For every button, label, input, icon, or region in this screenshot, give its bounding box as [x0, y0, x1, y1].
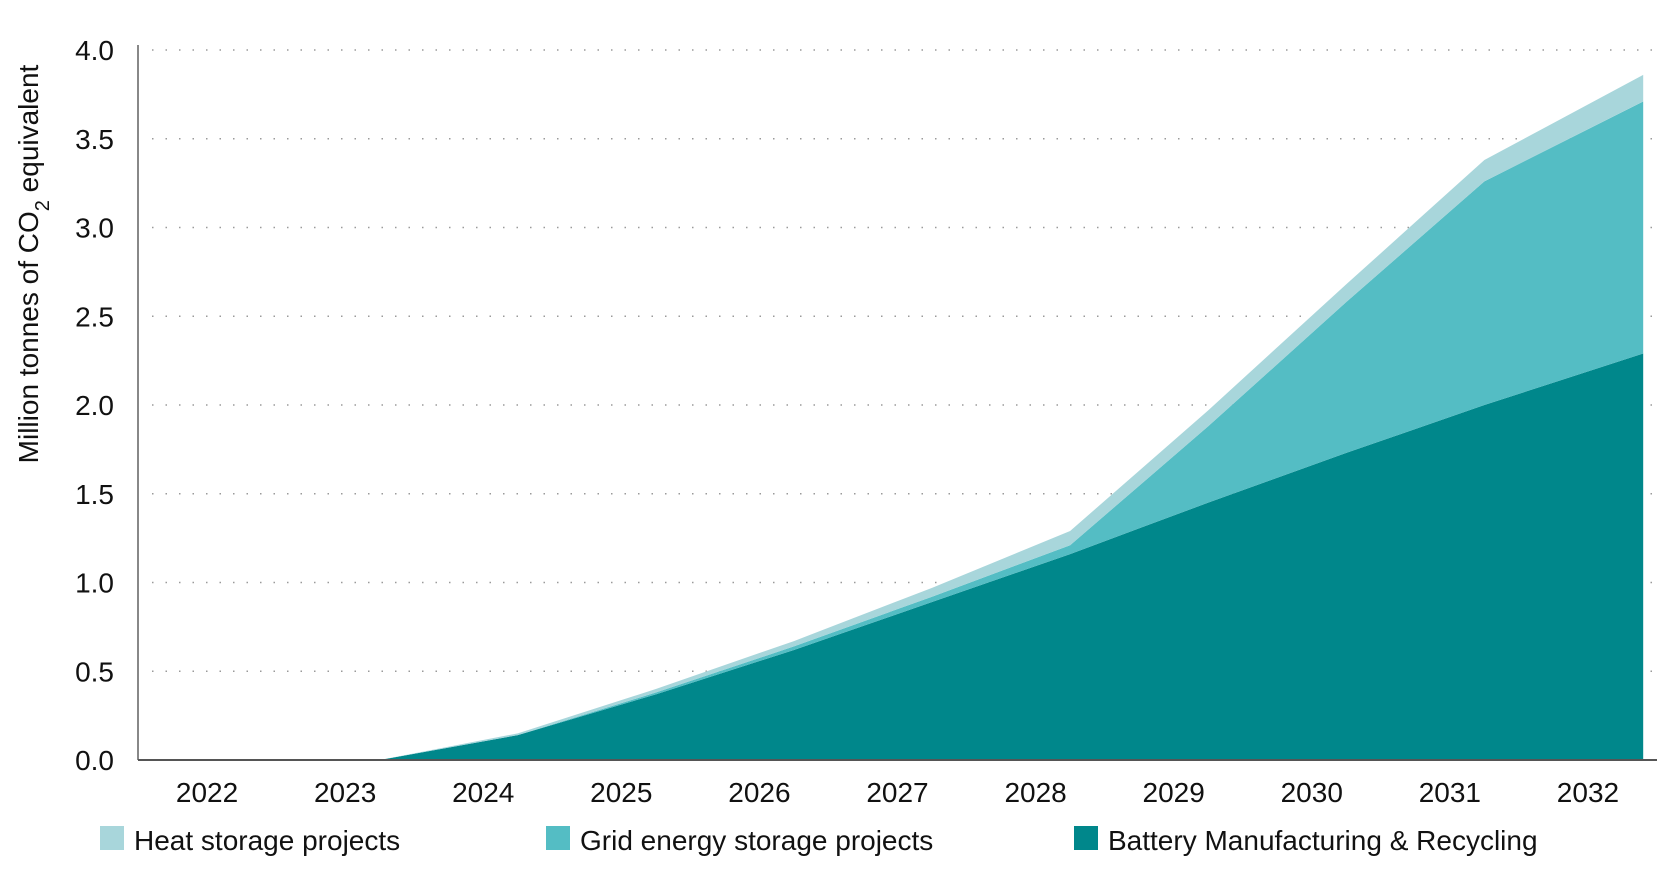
- y-tick-labels: 0.0 0.5 1.0 1.5 2.0 2.5 3.0 3.5 4.0: [75, 35, 114, 776]
- y-tick-label: 2.5: [75, 301, 114, 332]
- y-tick-label: 1.5: [75, 479, 114, 510]
- legend-swatch: [100, 826, 124, 850]
- axes: [137, 45, 1657, 761]
- x-tick-label: 2031: [1419, 777, 1481, 808]
- legend-label: Heat storage projects: [134, 825, 400, 856]
- y-tick-label: 3.5: [75, 124, 114, 155]
- x-tick-label: 2030: [1281, 777, 1343, 808]
- legend-swatch: [1074, 826, 1098, 850]
- y-tick-label: 3.0: [75, 213, 114, 244]
- y-axis-title-suffix: equivalent: [13, 64, 44, 200]
- x-tick-label: 2026: [728, 777, 790, 808]
- y-axis-title-prefix: Million tonnes of CO: [13, 211, 44, 463]
- y-tick-label: 0.0: [75, 745, 114, 776]
- area-series: [207, 74, 1644, 761]
- x-tick-label: 2025: [590, 777, 652, 808]
- x-tick-label: 2023: [314, 777, 376, 808]
- y-tick-label: 0.5: [75, 656, 114, 687]
- y-axis-title-subscript: 2: [32, 200, 54, 211]
- x-tick-label: 2032: [1557, 777, 1619, 808]
- x-tick-labels: 2022 2023 2024 2025 2026 2027 2028 2029 2030 2031…: [176, 777, 1619, 808]
- legend-label: Battery Manufacturing & Recycling: [1108, 825, 1538, 856]
- y-axis-title: Million tonnes of CO2 equivalent: [13, 64, 54, 463]
- x-tick-label: 2028: [1004, 777, 1066, 808]
- area-series-grid-energy-storage-projects: [207, 101, 1644, 761]
- legend-label: Grid energy storage projects: [580, 825, 933, 856]
- y-tick-label: 2.0: [75, 390, 114, 421]
- x-tick-label: 2029: [1143, 777, 1205, 808]
- x-tick-label: 2027: [866, 777, 928, 808]
- area-series-battery-manufacturing-recycling: [207, 353, 1644, 760]
- y-tick-label: 4.0: [75, 35, 114, 66]
- legend-swatch: [546, 826, 570, 850]
- x-tick-label: 2022: [176, 777, 238, 808]
- y-tick-label: 1.0: [75, 568, 114, 599]
- legend: Heat storage projects Grid energy storage…: [100, 825, 1538, 856]
- x-tick-label: 2024: [452, 777, 514, 808]
